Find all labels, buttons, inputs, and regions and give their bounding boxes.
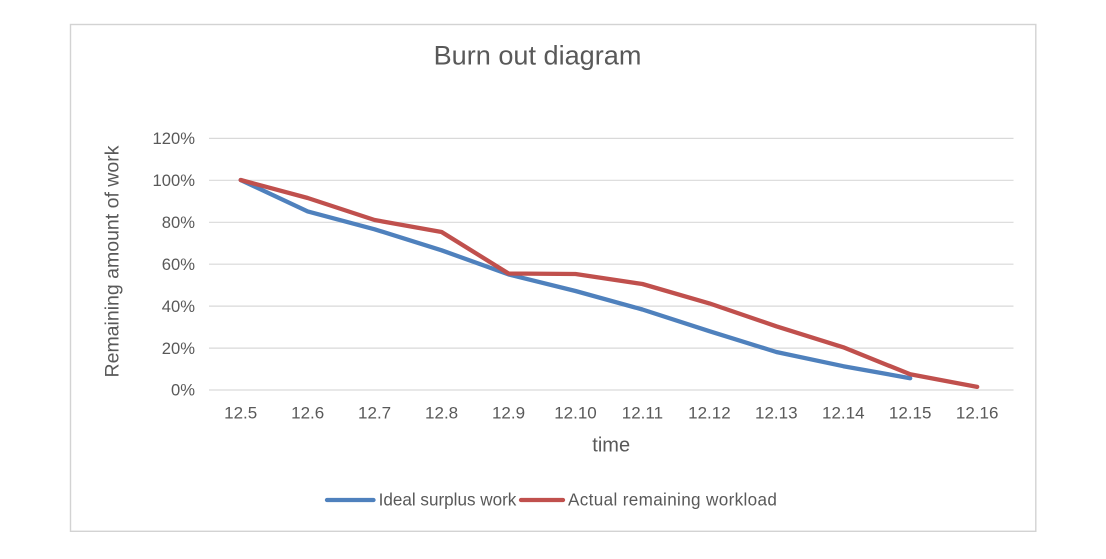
svg-text:Actual remaining workload: Actual remaining workload: [568, 490, 777, 509]
svg-text:12.11: 12.11: [622, 404, 663, 423]
svg-text:20%: 20%: [162, 339, 195, 358]
svg-text:100%: 100%: [153, 171, 196, 190]
svg-text:time: time: [592, 435, 630, 457]
svg-text:12.9: 12.9: [492, 404, 525, 423]
svg-text:12.15: 12.15: [889, 404, 932, 423]
svg-text:12.6: 12.6: [291, 404, 324, 423]
svg-text:40%: 40%: [162, 297, 195, 316]
svg-text:12.7: 12.7: [358, 404, 391, 423]
svg-text:0%: 0%: [171, 381, 195, 400]
svg-text:60%: 60%: [162, 255, 195, 274]
svg-text:Ideal surplus work: Ideal surplus work: [379, 490, 517, 509]
svg-text:12.12: 12.12: [688, 404, 731, 423]
svg-text:12.8: 12.8: [425, 404, 458, 423]
svg-text:12.14: 12.14: [822, 404, 865, 423]
svg-text:12.13: 12.13: [755, 404, 798, 423]
svg-text:Burn out diagram: Burn out diagram: [434, 40, 642, 71]
svg-text:12.10: 12.10: [554, 404, 597, 423]
svg-text:12.5: 12.5: [224, 404, 257, 423]
svg-text:12.16: 12.16: [956, 404, 999, 423]
svg-text:120%: 120%: [153, 129, 196, 148]
svg-text:80%: 80%: [162, 213, 195, 232]
svg-text:Remaining amount of work: Remaining amount of work: [102, 145, 124, 377]
